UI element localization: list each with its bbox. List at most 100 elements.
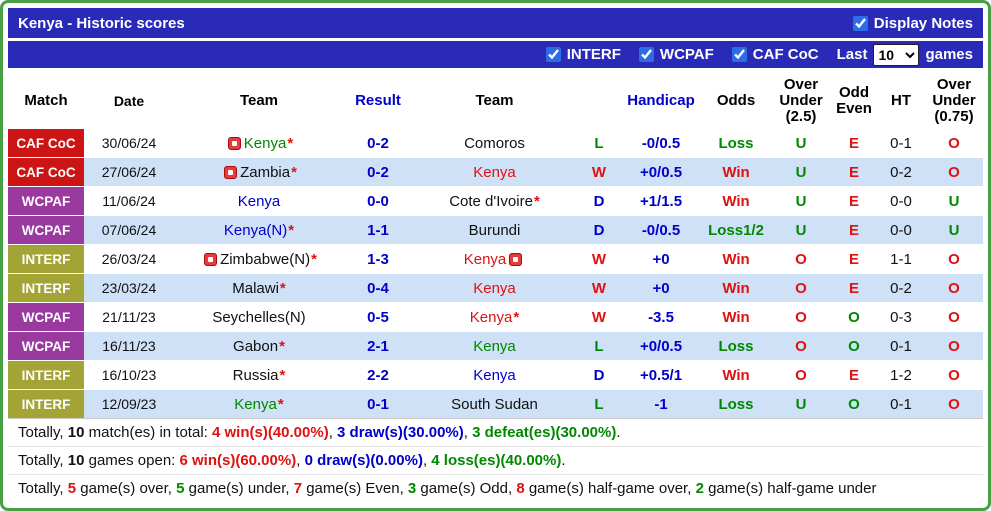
over-under-0-75-cell: O bbox=[948, 366, 960, 384]
over-under-0-75-cell: U bbox=[948, 221, 960, 239]
footer-segment: 7 bbox=[293, 480, 303, 497]
over-under-2-5-cell: U bbox=[795, 395, 807, 413]
odds-cell: Win bbox=[722, 163, 750, 181]
away-team-name: Kenya bbox=[463, 250, 507, 268]
footer-segment: games open: bbox=[84, 452, 180, 469]
last-games-select[interactable]: 10 bbox=[873, 43, 920, 66]
filter-bar: INTERF WCPAF CAF CoC Last 10 games bbox=[8, 41, 983, 68]
display-notes-checkbox[interactable] bbox=[852, 15, 868, 31]
home-team-asterisk: * bbox=[279, 366, 286, 384]
odd-even-cell: O bbox=[848, 308, 860, 326]
header-over-under-0-75: Over Under (0.75) bbox=[932, 76, 976, 125]
handicap-cell: +0 bbox=[652, 279, 670, 297]
over-under-0-75-cell: O bbox=[948, 250, 960, 268]
away-team-cell: Kenya * bbox=[412, 274, 577, 302]
away-team-name: South Sudan bbox=[451, 395, 538, 413]
home-team-cell: Seychelles(N) * bbox=[174, 303, 344, 331]
ht-score-cell: 0-0 bbox=[890, 192, 912, 210]
match-competition-cell: WCPAF bbox=[8, 303, 84, 331]
footer-segment: 3 defeat(es)(30.00%) bbox=[472, 424, 617, 441]
outcome-cell: L bbox=[594, 395, 604, 413]
footer-segment: game(s) over, bbox=[76, 480, 177, 497]
home-team-asterisk: * bbox=[279, 337, 285, 355]
ht-score-cell: 0-2 bbox=[890, 163, 912, 181]
footer-segment: game(s) half-game under bbox=[703, 480, 877, 497]
over-under-2-5-cell: O bbox=[795, 308, 807, 326]
home-team-name: Seychelles(N) bbox=[212, 308, 306, 326]
home-team-name: Kenya bbox=[243, 134, 287, 152]
header-outcome bbox=[577, 73, 621, 129]
outcome-cell: L bbox=[594, 134, 604, 152]
table-row: INTERF 23/03/24 Malawi * 0-4 Kenya * W +… bbox=[8, 274, 983, 303]
filter-caf-coc[interactable]: CAF CoC bbox=[731, 46, 819, 63]
totals-line-matches: Totally, 10 match(es) in total: 4 win(s)… bbox=[8, 419, 983, 447]
red-card-icon bbox=[227, 136, 241, 150]
odd-even-cell: E bbox=[848, 366, 859, 384]
filter-interf[interactable]: INTERF bbox=[545, 46, 621, 63]
home-team-asterisk: * bbox=[291, 163, 297, 181]
score-cell: 0-0 bbox=[367, 192, 389, 210]
ht-score-cell: 0-3 bbox=[890, 308, 912, 326]
handicap-cell: +0 bbox=[652, 250, 670, 268]
display-notes-toggle[interactable]: Display Notes bbox=[852, 15, 973, 32]
title-bar: Kenya - Historic scores Display Notes bbox=[8, 8, 983, 38]
interf-label: INTERF bbox=[566, 46, 621, 63]
away-team-name: Kenya bbox=[473, 279, 516, 297]
caf-coc-label: CAF CoC bbox=[752, 46, 819, 63]
odds-cell: Loss bbox=[718, 337, 754, 355]
date-cell: 23/03/24 bbox=[101, 280, 157, 296]
outcome-cell: W bbox=[591, 163, 607, 181]
away-team-cell: Kenya * bbox=[412, 332, 577, 360]
footer-segment: 8 bbox=[516, 480, 525, 497]
home-team-cell: Russia * bbox=[174, 361, 344, 389]
odd-even-cell: O bbox=[848, 337, 860, 355]
table-row: WCPAF 21/11/23 Seychelles(N) * 0-5 Kenya… bbox=[8, 303, 983, 332]
odd-even-cell: O bbox=[848, 395, 860, 413]
ht-score-cell: 0-1 bbox=[890, 337, 912, 355]
score-cell: 0-4 bbox=[367, 279, 389, 297]
header-ht: HT bbox=[891, 92, 911, 109]
red-card-icon bbox=[509, 252, 523, 266]
away-team-cell: Kenya * bbox=[412, 158, 577, 186]
footer-segment: . bbox=[616, 424, 621, 441]
footer-segment: 5 bbox=[67, 480, 77, 497]
footer-segment: game(s) Odd, bbox=[416, 480, 517, 497]
away-team-cell: Kenya * bbox=[412, 303, 577, 331]
home-team-cell: Kenya(N) * bbox=[174, 216, 344, 244]
header-handicap: Handicap bbox=[627, 92, 695, 109]
away-team-cell: Kenya * bbox=[412, 245, 577, 273]
footer-segment: Totally, bbox=[18, 480, 68, 497]
home-team-name: Kenya(N) bbox=[223, 221, 288, 239]
ht-score-cell: 0-0 bbox=[890, 221, 912, 239]
totals-line-over-under: Totally, 5 game(s) over, 5 game(s) under… bbox=[8, 475, 983, 503]
home-team-name: Zambia bbox=[240, 163, 291, 181]
caf-coc-checkbox[interactable] bbox=[731, 47, 747, 62]
footer-segment: 6 win(s)(60.00%) bbox=[179, 452, 297, 469]
odds-cell: Win bbox=[722, 308, 750, 326]
home-team-name: Russia bbox=[232, 366, 279, 384]
match-competition-cell: CAF CoC bbox=[8, 129, 84, 157]
away-team-name: Comoros bbox=[464, 134, 525, 152]
table-row: WCPAF 07/06/24 Kenya(N) * 1-1 Burundi * … bbox=[8, 216, 983, 245]
last-label: Last bbox=[836, 46, 868, 63]
date-cell: 07/06/24 bbox=[101, 222, 157, 238]
footer-segment: 2 bbox=[695, 480, 704, 497]
footer-segment: game(s) under, bbox=[184, 480, 294, 497]
wcpaf-checkbox[interactable] bbox=[638, 47, 654, 62]
ht-score-cell: 0-2 bbox=[890, 279, 912, 297]
over-under-2-5-cell: U bbox=[795, 134, 807, 152]
date-cell: 11/06/24 bbox=[102, 193, 156, 209]
away-team-asterisk: * bbox=[513, 308, 520, 326]
home-team-name: Malawi bbox=[232, 279, 279, 297]
match-competition-cell: INTERF bbox=[8, 274, 84, 302]
footer-segment: 5 bbox=[176, 480, 185, 497]
home-team-cell: Zambia * bbox=[174, 158, 344, 186]
match-competition-cell: INTERF bbox=[8, 390, 84, 418]
interf-checkbox[interactable] bbox=[545, 47, 561, 62]
handicap-cell: -0/0.5 bbox=[641, 221, 681, 239]
table-row: CAF CoC 30/06/24 Kenya * 0-2 Comoros * L… bbox=[8, 129, 983, 158]
score-cell: 1-3 bbox=[367, 250, 389, 268]
home-team-name: Kenya bbox=[237, 192, 281, 210]
filter-wcpaf[interactable]: WCPAF bbox=[638, 46, 714, 63]
score-cell: 2-1 bbox=[367, 337, 389, 355]
